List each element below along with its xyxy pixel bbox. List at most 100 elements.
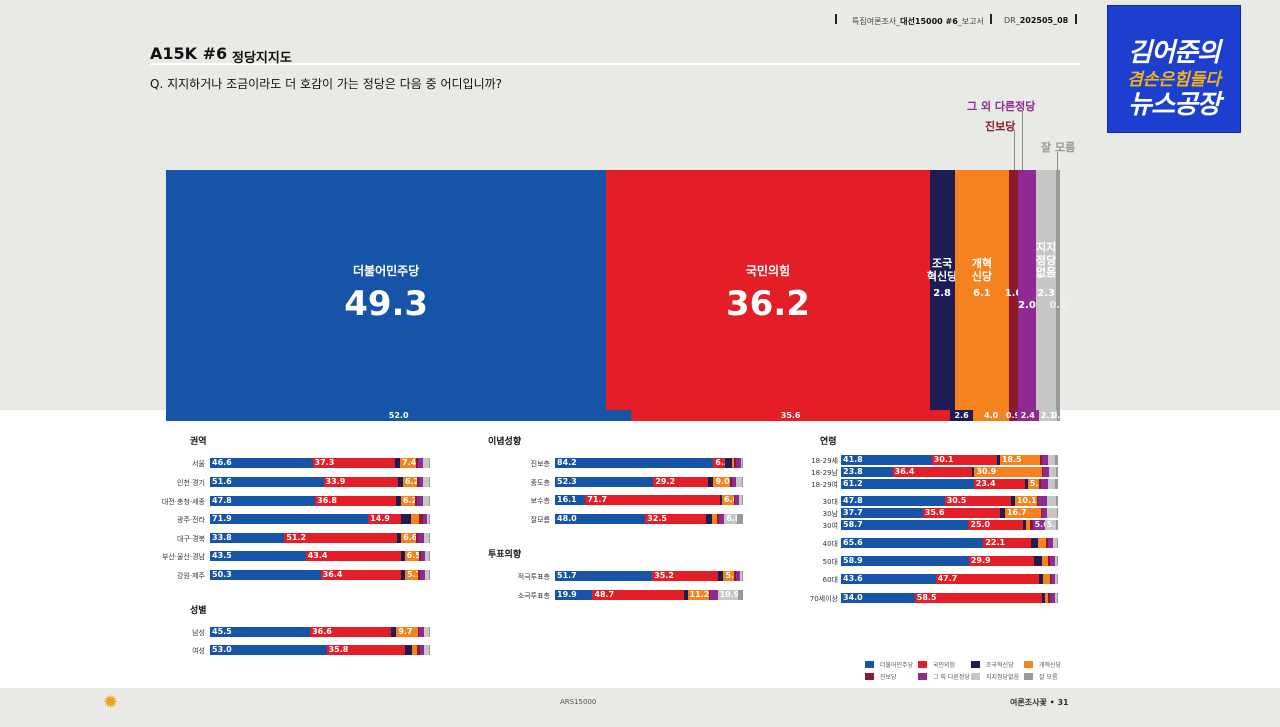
row-bar-segment: [284, 533, 397, 543]
page-subtitle: 정당지지도: [232, 51, 292, 66]
row-bar-segment: [1049, 574, 1052, 584]
row-bar-segment: [429, 645, 430, 655]
previous-bar-segment: [973, 410, 1009, 421]
row-bar-segment: [974, 467, 1042, 477]
legend-item: 더불어민주당: [865, 660, 913, 669]
row-bar-segment: [419, 570, 425, 580]
callout-label: 그 외 다른정당: [967, 100, 1036, 113]
row-bar-segment: [315, 496, 397, 506]
row-bar-segment: [841, 593, 915, 603]
row-bar-segment: [1040, 479, 1048, 489]
row-bar-segment: [405, 570, 418, 580]
row-bar-segment: [931, 455, 998, 465]
row-bar-segment: [419, 627, 424, 637]
header-rule: [150, 63, 1080, 65]
row-bar-segment: [419, 551, 421, 561]
row-bar-segment: [428, 627, 430, 637]
legend-label: 국민의힘: [933, 662, 956, 669]
row-bar-segment: [841, 455, 932, 465]
previous-bar-segment: [1017, 410, 1039, 421]
legend-label: 지지정당없음: [986, 674, 1020, 681]
main-bar-segment: [1035, 170, 1057, 410]
row-bar-segment: [1004, 508, 1042, 518]
row-bar-value: 35.2: [654, 571, 674, 580]
previous-bar-segment: [1038, 410, 1058, 421]
row-bar-segment: [1026, 520, 1031, 530]
row-bar-segment: [428, 458, 430, 468]
row-bar-segment: [731, 477, 737, 487]
previous-value-label: 0.3: [1051, 411, 1066, 420]
row-bar-segment: [1041, 593, 1045, 603]
row-bar-value: 71.9: [212, 514, 232, 523]
row-bar-segment: [400, 458, 417, 468]
row-bar-segment: [416, 496, 423, 506]
row-bar-value: 6.8: [726, 514, 741, 523]
row-bar-segment: [739, 495, 743, 505]
row-bar-value: 43.5: [212, 551, 232, 560]
callout-leader-line: [1022, 110, 1023, 170]
row-bar-segment: [718, 571, 724, 581]
sun-logo-icon: ✹: [103, 692, 119, 713]
row-bar-segment: [725, 458, 732, 468]
row-bar-value: 71.7: [587, 495, 608, 504]
row-label: 진보층: [530, 460, 550, 468]
row-bar-segment: [892, 467, 972, 477]
segment-value-label: 6.1: [972, 288, 991, 299]
legend-swatch: [865, 661, 874, 668]
row-bar-segment: [735, 495, 740, 505]
row-label: 30남: [822, 510, 838, 518]
row-label: 부산·울산·경남: [161, 553, 205, 561]
main-bar-segment: [606, 170, 930, 410]
legend-label: 더불어민주당: [880, 662, 914, 669]
row-bar-segment: [922, 508, 1001, 518]
row-bar-segment: [742, 458, 743, 468]
row-bar-segment: [418, 458, 424, 468]
row-bar-segment: [734, 495, 736, 505]
row-bar-segment: [730, 477, 732, 487]
row-label: 대구·경북: [177, 535, 205, 543]
legend-swatch: [918, 661, 927, 668]
segment-party-label: 더불어민주당: [353, 264, 420, 278]
row-bar-segment: [742, 571, 743, 581]
row-label: 30여: [822, 522, 838, 530]
row-label: 인천·경기: [177, 479, 205, 487]
row-bar-value: 6.6: [403, 533, 418, 542]
report-code: DR_202505_08: [1004, 16, 1069, 25]
legend-swatch: [865, 673, 874, 680]
row-bar-segment: [734, 458, 737, 468]
row-label: 잘모름: [530, 516, 550, 524]
row-bar-value: 61.2: [843, 479, 863, 488]
row-bar-segment: [1048, 538, 1053, 548]
row-bar-segment: [1047, 496, 1057, 506]
row-bar-value: 36.4: [322, 570, 343, 579]
row-bar-segment: [841, 479, 974, 489]
row-bar-segment: [841, 538, 984, 548]
row-bar-segment: [424, 645, 430, 655]
row-bar-value: 43.6: [843, 574, 863, 583]
row-label: 40대: [822, 540, 838, 548]
row-bar-segment: [417, 533, 425, 543]
main-bar-segment: [954, 170, 1010, 410]
row-bar-segment: [1051, 574, 1056, 584]
row-bar-segment: [736, 514, 743, 524]
question-text: Q. 지지하거나 조금이라도 더 호감이 가는 정당은 다음 중 어디입니까?: [150, 77, 503, 91]
legend-swatch: [1024, 661, 1033, 668]
row-bar-value: 58.7: [843, 520, 863, 529]
row-bar-value: 23.8: [843, 467, 863, 476]
row-bar-value: 30.9: [976, 467, 997, 476]
legend-label: 조국혁신당: [986, 662, 1014, 669]
row-bar-segment: [687, 590, 709, 600]
row-bar-segment: [706, 514, 712, 524]
row-bar-segment: [305, 551, 402, 561]
row-bar-segment: [417, 645, 420, 655]
row-bar-value: 41.8: [843, 455, 863, 464]
row-bar-segment: [416, 477, 419, 487]
row-bar-segment: [396, 496, 401, 506]
row-bar-segment: [1048, 593, 1050, 603]
row-bar-segment: [1044, 593, 1049, 603]
row-bar-segment: [721, 495, 735, 505]
row-bar-segment: [1055, 467, 1058, 477]
channel-logo: 김어준의 겸손은힘들다 뉴스공장: [1107, 5, 1241, 133]
row-bar-segment: [396, 627, 418, 637]
row-bar-value: 23.4: [975, 479, 996, 488]
